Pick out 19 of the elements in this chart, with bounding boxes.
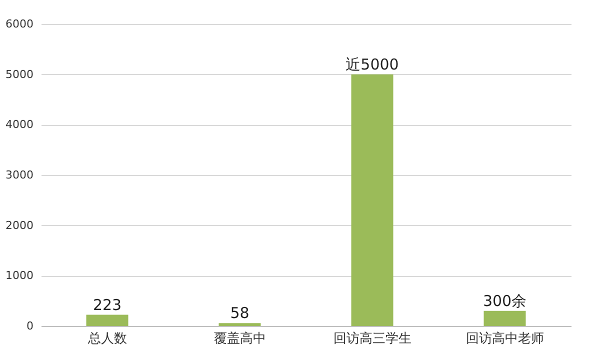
y-tick-label: 1000 (6, 269, 34, 282)
x-tick-label: 覆盖高中 (214, 330, 266, 346)
y-tick-label: 2000 (6, 218, 34, 232)
y-tick-label: 4000 (6, 118, 34, 132)
bar (86, 314, 128, 326)
data-label: 58 (230, 304, 250, 322)
data-label: 223 (92, 296, 122, 314)
data-label: 300余 (482, 292, 527, 310)
y-tick-label: 5000 (6, 68, 34, 81)
bar (351, 74, 394, 326)
data-label: 近5000 (346, 55, 399, 74)
bar (484, 310, 526, 326)
y-tick-label: 6000 (6, 18, 34, 30)
y-tick-label: 3000 (6, 168, 34, 182)
x-tick-label: 回访高中老师 (466, 330, 544, 346)
x-tick-label: 回访高三学生 (333, 330, 412, 346)
bar (218, 323, 261, 326)
x-tick-label: 总人数 (86, 332, 127, 346)
y-tick-label: 0 (26, 320, 34, 332)
